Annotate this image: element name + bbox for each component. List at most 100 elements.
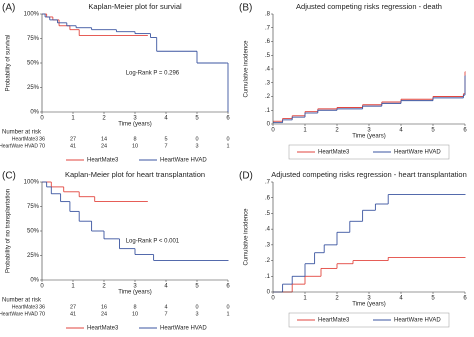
chart-title: Kaplan-Meier plot for survial [88, 2, 182, 11]
risk-count: 0 [226, 136, 229, 142]
x-tick-label: 5 [431, 296, 435, 302]
x-tick-label: 0 [271, 128, 275, 134]
y-axis-label: Cumulative incidence [244, 208, 250, 266]
risk-count: 27 [70, 136, 76, 142]
risk-count: 41 [70, 143, 76, 149]
x-tick-label: 2 [335, 296, 339, 302]
y-tick-label: 25% [27, 85, 40, 91]
risk-count: 24 [101, 143, 107, 149]
x-tick-label: 3 [133, 116, 137, 122]
x-tick-label: 4 [399, 128, 403, 134]
x-tick-label: 2 [335, 128, 339, 134]
risk-count: 8 [133, 304, 136, 310]
legend-label: HeartMate3 [87, 158, 119, 164]
x-axis-label: Time (years) [118, 290, 151, 296]
risk-row-label: HeartWare HVAD [0, 143, 38, 149]
x-tick-label: 6 [463, 296, 467, 302]
y-tick-label: .8 [265, 12, 271, 18]
panel: (A) Kaplan-Meier plot for survial 0% 25% 50%… [0, 2, 230, 164]
y-tick-label: .7 [265, 25, 271, 31]
y-tick-label: .3 [265, 80, 271, 86]
x-tick-label: 0 [271, 296, 275, 302]
risk-count: 36 [39, 304, 45, 310]
y-tick-label: 100% [24, 180, 40, 186]
panel: (C) Kaplan-Meier plot for heart transplan… [0, 170, 230, 332]
x-tick-label: 5 [195, 284, 199, 290]
annotation: Log-Rank P < 0.001 [126, 238, 180, 244]
x-tick-label: 1 [303, 296, 307, 302]
x-tick-label: 1 [71, 284, 75, 290]
risk-count: 7 [164, 311, 167, 317]
risk-count: 5 [164, 136, 167, 142]
risk-count: 7 [164, 143, 167, 149]
risk-row-label: HeartMate3 [12, 304, 38, 310]
legend-label: HeartWare HVAD [160, 158, 207, 164]
legend-label: HeartMate3 [87, 326, 119, 332]
y-tick-label: 100% [24, 12, 40, 18]
risk-count: 70 [39, 311, 45, 317]
y-tick-label: 25% [27, 253, 40, 259]
y-tick-label: .7 [265, 180, 271, 186]
x-tick-label: 2 [102, 284, 106, 290]
risk-count: 10 [132, 311, 138, 317]
risk-row-label: HeartWare HVAD [0, 311, 38, 317]
chart-title: Kaplan-Meier plot for heart transplantat… [65, 170, 205, 179]
risk-count: 0 [195, 136, 198, 142]
legend-label: HeartMate3 [318, 150, 350, 156]
panel: (D) Adjusted competing risks regression -… [239, 170, 467, 328]
y-tick-label: .2 [265, 94, 271, 100]
x-tick-label: 4 [399, 296, 403, 302]
x-tick-label: 1 [71, 116, 75, 122]
risk-count: 4 [164, 304, 167, 310]
y-tick-label: 75% [27, 36, 40, 42]
x-axis-label: Time (years) [352, 134, 385, 140]
risk-count: 1 [226, 311, 229, 317]
y-tick-label: .5 [265, 53, 271, 59]
y-tick-label: .4 [265, 227, 271, 233]
y-tick-label: .3 [265, 242, 271, 248]
risk-count: 70 [39, 143, 45, 149]
y-tick-label: 50% [27, 229, 40, 235]
risk-count: 8 [133, 136, 136, 142]
x-axis-label: Time (years) [352, 302, 385, 308]
panel-label: (C) [2, 171, 16, 182]
y-tick-label: 75% [27, 204, 40, 210]
y-tick-label: 0% [30, 110, 39, 116]
legend-label: HeartWare HVAD [394, 150, 441, 156]
y-tick-label: .2 [265, 258, 271, 264]
x-tick-label: 6 [226, 116, 230, 122]
panel-label: (D) [239, 171, 253, 182]
y-axis-label: Probability of survival [6, 35, 12, 92]
risk-count: 0 [226, 304, 229, 310]
risk-count: 14 [101, 136, 107, 142]
risk-table-title: Number at risk [2, 298, 42, 304]
risk-count: 16 [101, 304, 107, 310]
y-tick-label: 0 [267, 122, 271, 128]
legend-label: HeartWare HVAD [394, 318, 441, 324]
x-tick-label: 1 [303, 128, 307, 134]
y-tick-label: 0% [30, 278, 39, 284]
x-tick-label: 3 [367, 128, 371, 134]
chart-title: Adjusted competing risks regression - he… [271, 170, 467, 179]
legend-label: HeartWare HVAD [160, 326, 207, 332]
x-tick-label: 4 [164, 284, 168, 290]
x-tick-label: 0 [40, 116, 44, 122]
y-tick-label: .5 [265, 211, 271, 217]
risk-count: 0 [195, 304, 198, 310]
x-tick-label: 5 [431, 128, 435, 134]
risk-count: 27 [70, 304, 76, 310]
risk-table-title: Number at risk [2, 130, 42, 136]
y-tick-label: 50% [27, 61, 40, 67]
y-tick-label: .6 [265, 195, 271, 201]
panel-label: (B) [239, 3, 252, 14]
risk-count: 1 [226, 143, 229, 149]
y-axis-label: Cumulative incidence [244, 40, 250, 98]
risk-count: 10 [132, 143, 138, 149]
x-tick-label: 3 [367, 296, 371, 302]
risk-count: 36 [39, 136, 45, 142]
x-tick-label: 4 [164, 116, 168, 122]
legend-box [288, 144, 450, 160]
risk-count: 24 [101, 311, 107, 317]
legend-label: HeartMate3 [318, 318, 350, 324]
